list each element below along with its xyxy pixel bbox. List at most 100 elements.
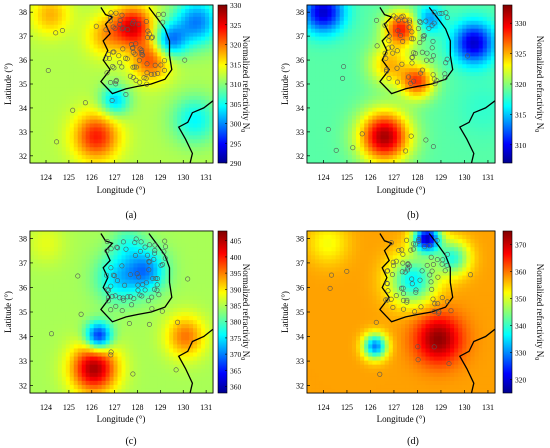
heatmap-cell bbox=[197, 127, 202, 132]
heatmap-cell bbox=[141, 95, 146, 101]
heatmap-cell bbox=[97, 243, 103, 248]
heatmap-cell bbox=[323, 147, 329, 152]
heatmap-cell bbox=[30, 267, 35, 273]
heatmap-cell bbox=[209, 159, 213, 163]
heatmap-cell bbox=[105, 243, 111, 248]
heatmap-cell bbox=[53, 303, 59, 309]
heatmap-cell bbox=[65, 291, 71, 297]
heatmap-cell bbox=[474, 127, 480, 132]
heatmap-cell bbox=[57, 24, 63, 30]
heatmap-cell bbox=[33, 255, 39, 260]
heatmap-cell bbox=[437, 36, 443, 42]
heatmap-cell bbox=[73, 259, 79, 264]
heatmap-cell bbox=[81, 320, 87, 325]
heatmap-cell bbox=[89, 235, 95, 240]
heatmap-cell bbox=[81, 52, 87, 57]
heatmap-cell bbox=[30, 95, 35, 101]
heatmap-cell bbox=[53, 115, 59, 121]
heatmap-cell bbox=[185, 56, 190, 61]
heatmap-cell bbox=[65, 376, 71, 382]
heatmap-cell bbox=[454, 155, 459, 160]
heatmap-cell bbox=[41, 360, 47, 366]
heatmap-cell bbox=[433, 143, 439, 148]
heatmap-cell bbox=[49, 275, 55, 281]
heatmap-cell bbox=[49, 123, 55, 129]
heatmap-cell bbox=[109, 52, 115, 57]
heatmap-cell bbox=[137, 131, 142, 136]
heatmap-cell bbox=[392, 151, 398, 156]
heatmap-cell bbox=[193, 12, 198, 18]
heatmap-cell bbox=[388, 115, 394, 121]
heatmap-cell bbox=[388, 72, 394, 77]
heatmap-cell bbox=[368, 20, 373, 26]
heatmap-cell bbox=[347, 151, 353, 156]
heatmap-cell bbox=[53, 64, 59, 69]
heatmap-cell bbox=[89, 48, 95, 53]
heatmap-cell bbox=[441, 131, 447, 136]
heatmap-cell bbox=[437, 103, 443, 109]
heatmap-cell bbox=[339, 68, 345, 73]
heatmap-cell bbox=[125, 247, 131, 252]
heatmap-cell bbox=[417, 123, 423, 129]
heatmap-cell bbox=[77, 147, 83, 152]
heatmap-cell bbox=[53, 243, 59, 248]
heatmap-cell bbox=[49, 99, 55, 105]
heatmap-cell bbox=[335, 64, 341, 69]
heatmap-cell bbox=[319, 68, 324, 73]
heatmap-cell bbox=[137, 99, 142, 105]
heatmap-cell bbox=[153, 87, 158, 93]
heatmap-cell bbox=[45, 356, 51, 362]
heatmap-cell bbox=[77, 263, 83, 269]
heatmap-cell bbox=[53, 44, 59, 50]
heatmap-cell bbox=[335, 48, 341, 53]
heatmap-cell bbox=[437, 159, 443, 163]
heatmap-cell bbox=[77, 131, 83, 136]
heatmap-cell bbox=[490, 151, 495, 156]
y-tick-label: 32 bbox=[19, 152, 27, 161]
heatmap-cell bbox=[343, 107, 349, 113]
y-tick-label: 32 bbox=[296, 152, 304, 161]
heatmap-cell bbox=[466, 60, 472, 65]
heatmap-cell bbox=[125, 16, 131, 22]
heatmap-cell bbox=[49, 72, 55, 77]
heatmap-cell bbox=[429, 91, 435, 97]
heatmap-cell bbox=[117, 24, 123, 30]
heatmap-cell bbox=[482, 76, 488, 81]
heatmap-cell bbox=[61, 143, 67, 148]
heatmap-cell bbox=[73, 291, 79, 297]
heatmap-cell bbox=[486, 12, 492, 18]
heatmap-cell bbox=[351, 64, 357, 69]
heatmap-cell bbox=[81, 255, 87, 260]
heatmap-cell bbox=[65, 388, 71, 393]
heatmap-cell bbox=[69, 52, 75, 57]
heatmap-cell bbox=[360, 20, 365, 26]
heatmap-cell bbox=[105, 271, 111, 277]
heatmap-cell bbox=[109, 364, 115, 370]
heatmap-cell bbox=[165, 16, 170, 22]
station-marker bbox=[386, 75, 392, 81]
heatmap-cell bbox=[437, 80, 443, 85]
heatmap-cell bbox=[141, 139, 146, 144]
heatmap-cell bbox=[360, 135, 365, 140]
heatmap-cell bbox=[113, 155, 119, 160]
heatmap-cell bbox=[173, 147, 178, 152]
heatmap-cell bbox=[177, 68, 182, 73]
heatmap-cell bbox=[409, 32, 414, 38]
heatmap-cell bbox=[429, 127, 435, 132]
heatmap-cell bbox=[396, 147, 402, 152]
heatmap-cell bbox=[384, 87, 390, 93]
heatmap-cell bbox=[405, 60, 410, 65]
heatmap-cell bbox=[437, 151, 443, 156]
heatmap-cell bbox=[486, 87, 492, 93]
heatmap-cell bbox=[413, 115, 418, 121]
heatmap-cell bbox=[105, 119, 111, 125]
heatmap-cell bbox=[121, 239, 127, 244]
heatmap-cell bbox=[37, 283, 43, 289]
heatmap-cell bbox=[129, 320, 135, 325]
heatmap-cell bbox=[319, 151, 324, 156]
heatmap-cell bbox=[177, 32, 182, 38]
heatmap-cell bbox=[81, 143, 87, 148]
heatmap-cell bbox=[37, 103, 43, 109]
heatmap-cell bbox=[478, 16, 484, 22]
heatmap-cell bbox=[462, 99, 467, 105]
